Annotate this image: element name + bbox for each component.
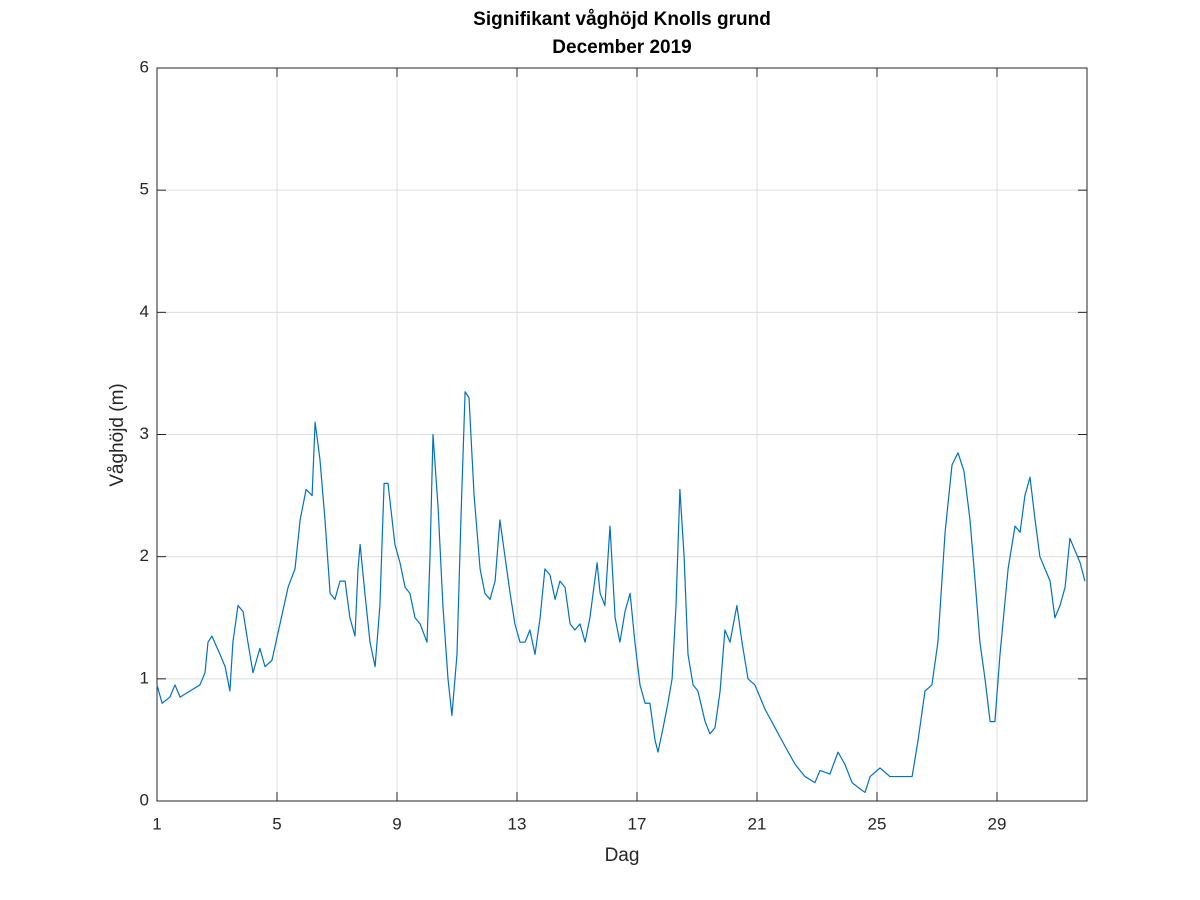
y-tick-label: 0 [140, 790, 149, 809]
line-series [156, 391, 1086, 794]
y-tick-label: 3 [140, 424, 149, 443]
chart-subtitle: December 2019 [552, 37, 691, 58]
x-tick-label: 1 [152, 814, 161, 833]
y-tick-label: 5 [140, 180, 149, 199]
chart-title: Signifikant våghöjd Knolls grund [473, 9, 771, 30]
y-tick-label: 1 [140, 668, 149, 687]
x-tick-label: 17 [628, 814, 647, 833]
x-tick-label: 29 [988, 814, 1007, 833]
x-tick-label: 5 [272, 814, 281, 833]
y-axis-label: Våghöjd (m) [107, 383, 128, 487]
x-tick-label: 21 [748, 814, 767, 833]
x-axis-label: Dag [605, 845, 640, 866]
x-tick-label: 9 [392, 814, 401, 833]
y-tick-label: 4 [140, 302, 149, 321]
x-tick-label: 13 [508, 814, 527, 833]
y-tick-label: 6 [140, 57, 149, 76]
plot-frame [156, 67, 1088, 802]
x-tick-label: 25 [868, 814, 887, 833]
y-tick-label: 2 [140, 546, 149, 565]
